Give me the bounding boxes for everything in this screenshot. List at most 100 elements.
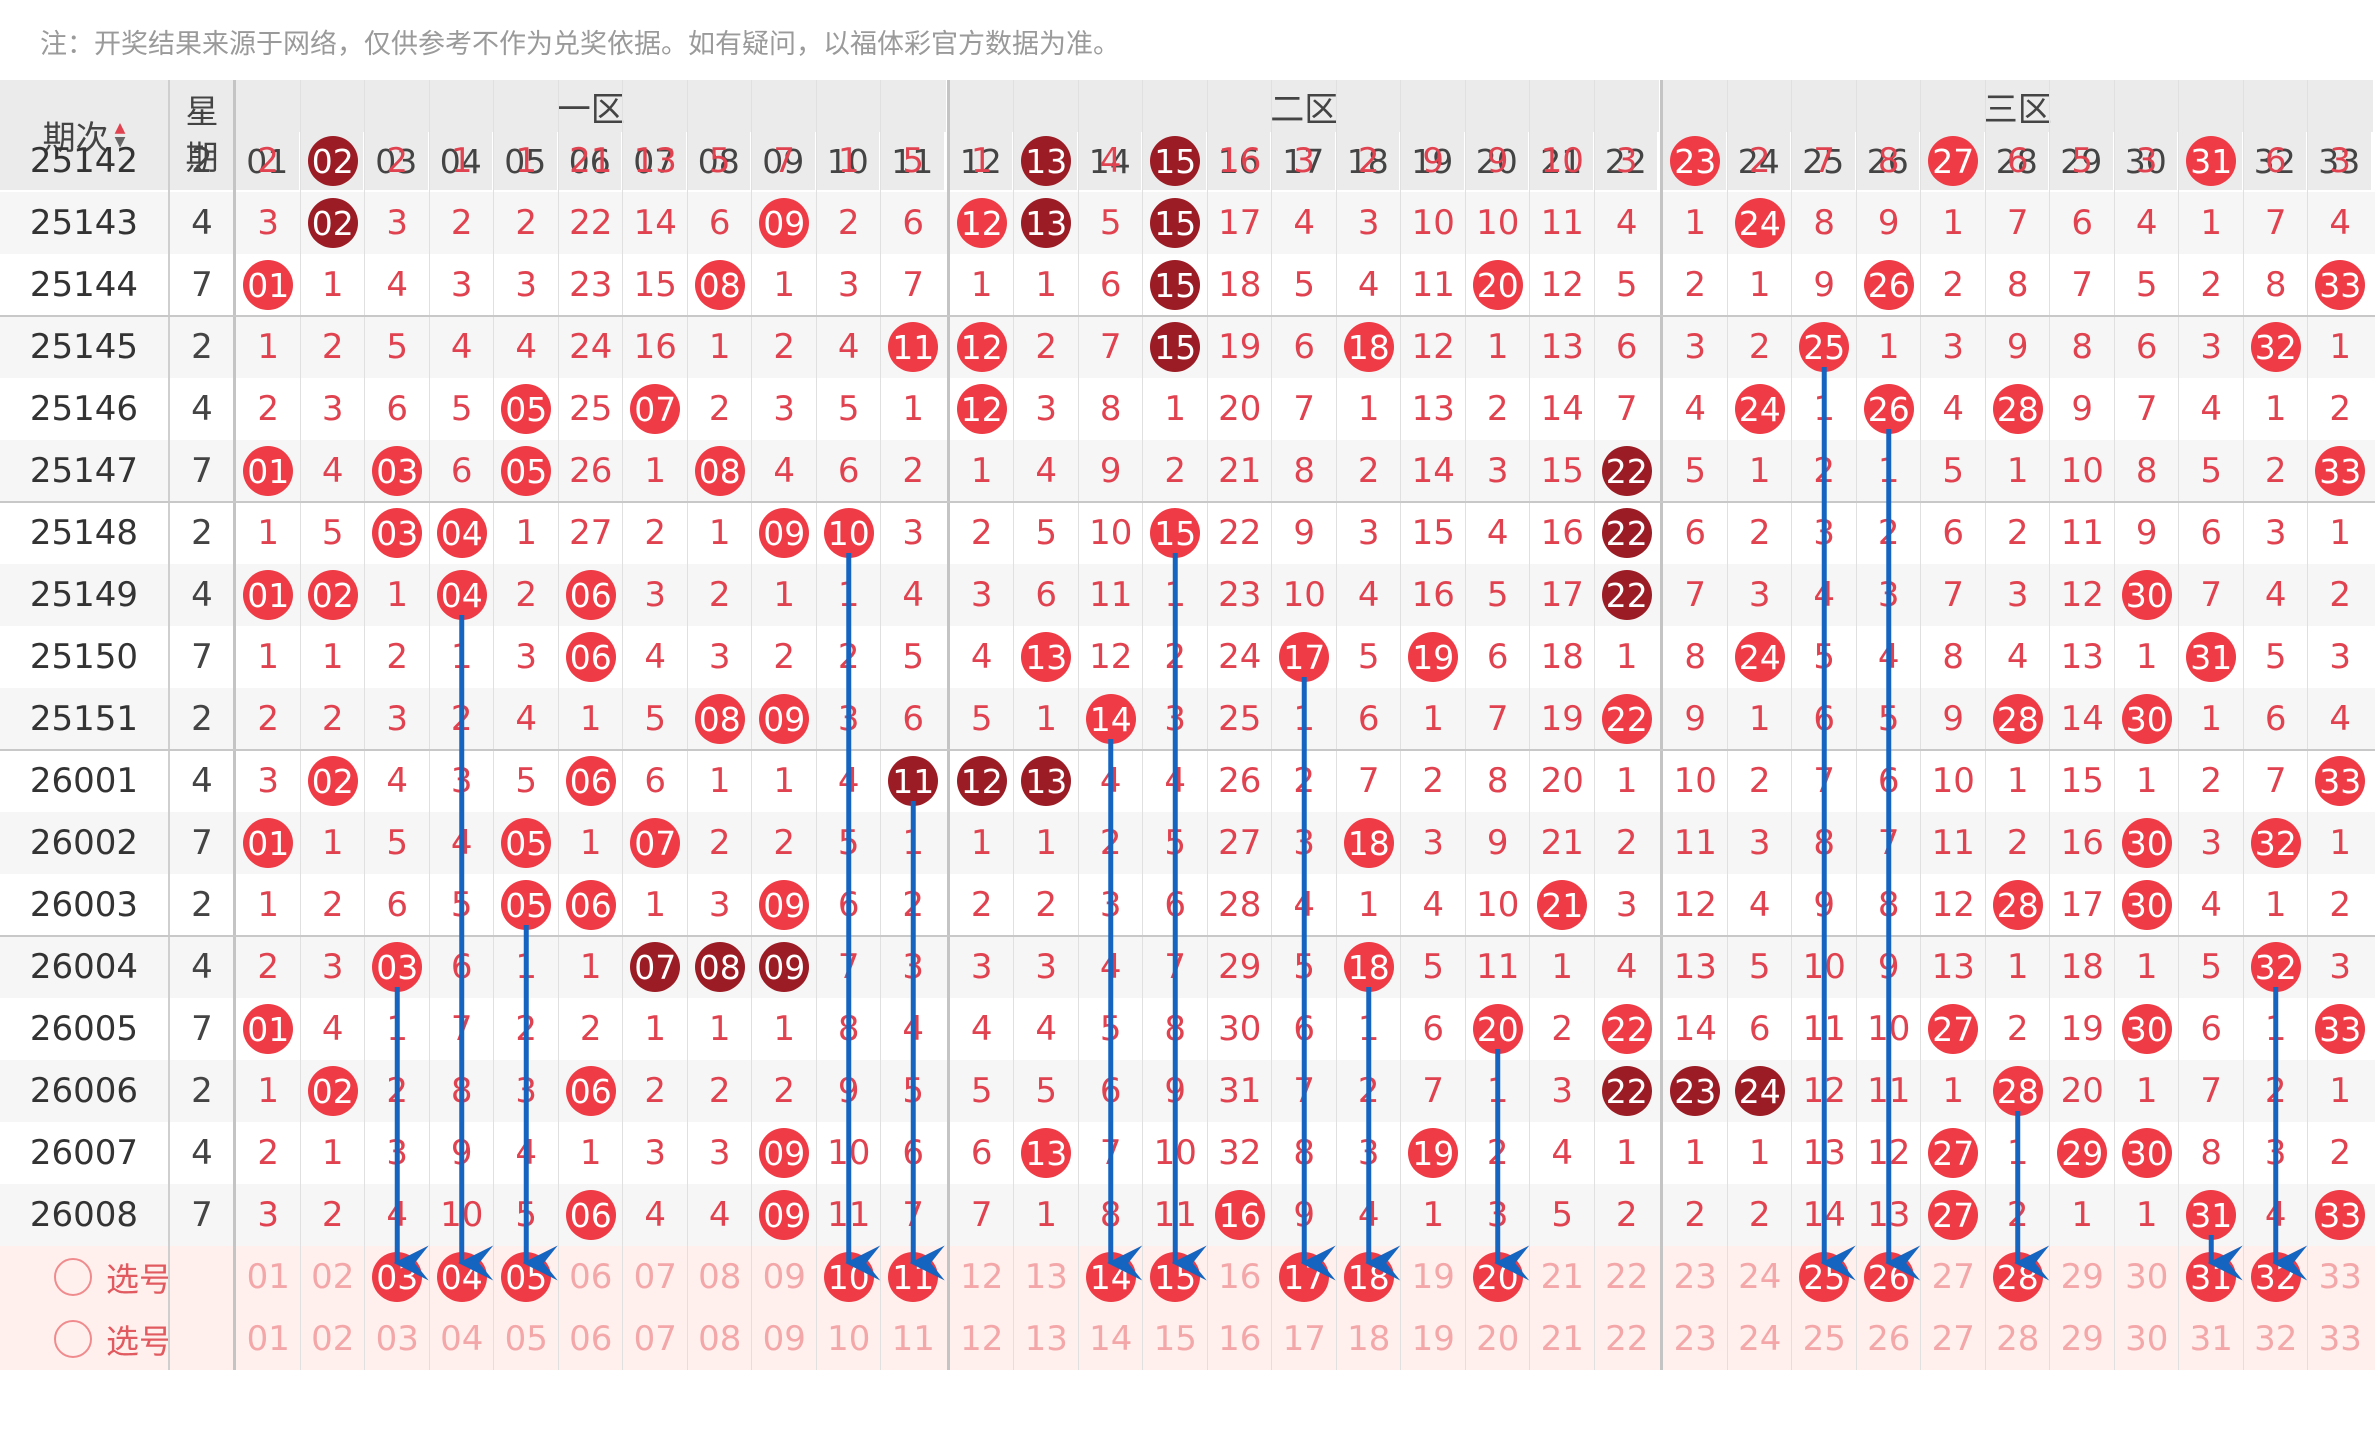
omission-cell[interactable]: 3 [257,1195,280,1235]
period-cell[interactable]: 26008 [29,1195,139,1235]
omission-cell[interactable]: 5 [1486,575,1509,615]
omission-cell[interactable]: 19 [1218,327,1262,367]
number-ball[interactable]: 32 [2250,942,2301,992]
omission-cell[interactable]: 4 [837,761,860,801]
omission-cell[interactable]: 7 [2264,761,2287,801]
pick-number-cell[interactable]: 09 [762,1257,806,1297]
omission-cell[interactable]: 2 [1748,761,1771,801]
omission-cell[interactable]: 6 [2071,203,2094,243]
omission-cell[interactable]: 9 [1099,451,1122,491]
omission-cell[interactable]: 1 [708,327,731,367]
omission-cell[interactable]: 2 [2264,451,2287,491]
omission-cell[interactable]: 2 [970,513,993,553]
omission-cell[interactable]: 3 [1422,823,1445,863]
number-column-header[interactable]: 29 [2050,132,2113,190]
omission-cell[interactable]: 4 [1422,885,1445,925]
omission-cell[interactable]: 12 [2060,575,2104,615]
omission-cell[interactable]: 7 [1293,389,1316,429]
omission-cell[interactable]: 2 [708,575,731,615]
omission-cell[interactable]: 4 [1357,1195,1380,1235]
period-cell[interactable]: 25150 [29,637,139,677]
omission-cell[interactable]: 5 [515,1195,538,1235]
omission-cell[interactable]: 2 [837,203,860,243]
omission-cell[interactable]: 10 [1282,575,1326,615]
omission-cell[interactable]: 2 [2006,823,2029,863]
omission-cell[interactable]: 3 [386,1133,409,1173]
omission-cell[interactable]: 12 [1802,1071,1846,1111]
number-ball[interactable]: 05 [501,384,552,434]
omission-cell[interactable]: 3 [1684,327,1707,367]
omission-cell[interactable]: 2 [644,513,667,553]
omission-cell[interactable]: 8 [450,1071,473,1111]
pick-number-cell[interactable]: 09 [762,1319,806,1359]
omission-cell[interactable]: 1 [2071,1195,2094,1235]
omission-cell[interactable]: 18 [2060,947,2104,987]
number-ball[interactable]: 01 [243,446,294,496]
omission-cell[interactable]: 7 [1099,327,1122,367]
omission-cell[interactable]: 6 [1684,513,1707,553]
number-column-header[interactable]: 03 [365,132,428,190]
omission-cell[interactable]: 6 [1422,1009,1445,1049]
number-column-header[interactable]: 24 [1727,132,1790,190]
omission-cell[interactable]: 11 [1867,1071,1911,1111]
number-ball[interactable]: 18 [1343,942,1394,992]
omission-cell[interactable]: 4 [1035,451,1058,491]
omission-cell[interactable]: 31 [1218,1071,1262,1111]
omission-cell[interactable]: 12 [1867,1133,1911,1173]
pick-number-cell[interactable]: 29 [2060,1257,2104,1297]
selected-number-ball[interactable]: 11 [888,1252,939,1302]
period-cell[interactable]: 25148 [29,513,139,553]
omission-cell[interactable]: 6 [1099,265,1122,305]
omission-cell[interactable]: 7 [1615,389,1638,429]
zone-header[interactable]: 三区 [1663,80,2373,132]
number-ball[interactable]: 02 [307,1066,358,1116]
number-ball[interactable]: 09 [759,880,810,930]
omission-cell[interactable]: 4 [902,575,925,615]
omission-cell[interactable]: 7 [1164,947,1187,987]
omission-cell[interactable]: 2 [257,947,280,987]
omission-cell[interactable]: 10 [827,1133,871,1173]
pick-number-cell[interactable]: 03 [375,1319,419,1359]
omission-cell[interactable]: 2 [1615,1195,1638,1235]
number-ball[interactable]: 03 [372,446,423,496]
number-ball[interactable]: 06 [565,880,616,930]
omission-cell[interactable]: 24 [569,327,613,367]
omission-cell[interactable]: 27 [569,513,613,553]
weekday-cell[interactable]: 4 [191,947,213,987]
omission-cell[interactable]: 6 [902,699,925,739]
omission-cell[interactable]: 6 [902,1133,925,1173]
pick-number-cell[interactable]: 19 [1411,1319,1455,1359]
omission-cell[interactable]: 1 [257,327,280,367]
omission-cell[interactable]: 11 [1411,265,1455,305]
omission-cell[interactable]: 11 [1153,1195,1197,1235]
omission-cell[interactable]: 1 [450,141,473,181]
omission-cell[interactable]: 15 [1411,513,1455,553]
omission-cell[interactable]: 2 [773,637,796,677]
omission-cell[interactable]: 4 [1099,141,1122,181]
omission-cell[interactable]: 1 [386,1009,409,1049]
omission-cell[interactable]: 4 [902,1009,925,1049]
omission-cell[interactable]: 2 [1615,823,1638,863]
pick-number-cell[interactable]: 17 [1282,1319,1326,1359]
omission-cell[interactable]: 10 [1476,885,1520,925]
omission-cell[interactable]: 8 [2006,265,2029,305]
omission-cell[interactable]: 1 [1164,575,1187,615]
omission-cell[interactable]: 2 [1035,327,1058,367]
pick-number-cell[interactable]: 13 [1024,1257,1068,1297]
number-column-header[interactable]: 11 [881,132,944,190]
omission-cell[interactable]: 8 [1942,637,1965,677]
omission-cell[interactable]: 10 [1089,513,1133,553]
omission-cell[interactable]: 10 [1411,203,1455,243]
omission-cell[interactable]: 2 [386,141,409,181]
omission-cell[interactable]: 1 [1357,885,1380,925]
omission-cell[interactable]: 1 [257,1071,280,1111]
omission-cell[interactable]: 5 [386,327,409,367]
selected-number-ball[interactable]: 05 [501,1252,552,1302]
omission-cell[interactable]: 18 [1218,265,1262,305]
omission-cell[interactable]: 3 [257,761,280,801]
number-ball[interactable]: 33 [2315,260,2366,310]
omission-cell[interactable]: 12 [1089,637,1133,677]
omission-cell[interactable]: 5 [902,637,925,677]
omission-cell[interactable]: 1 [837,141,860,181]
omission-cell[interactable]: 3 [1615,141,1638,181]
